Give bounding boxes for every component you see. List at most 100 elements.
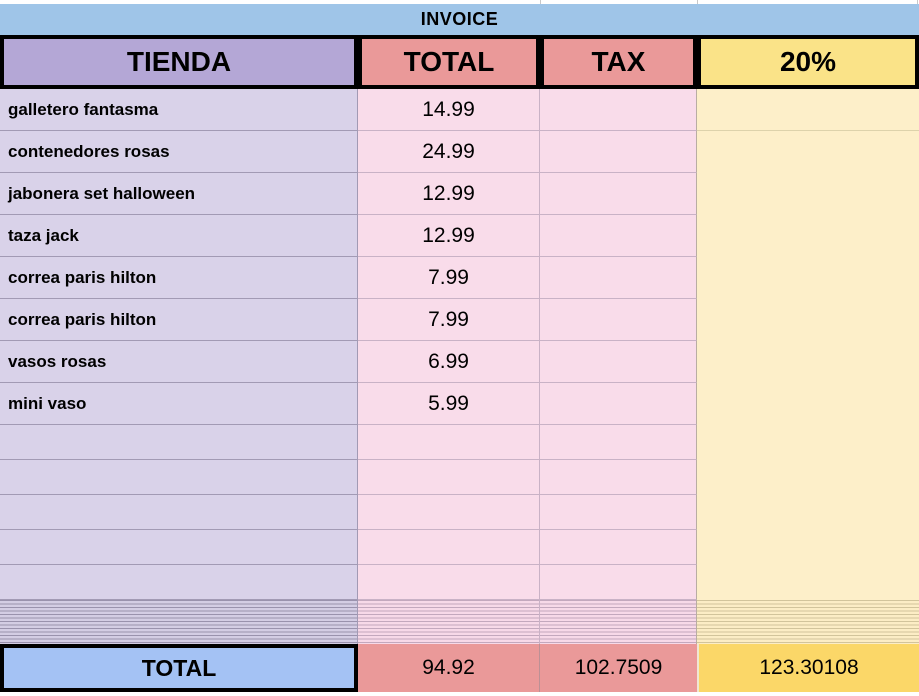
cell-pct[interactable] [697,425,919,460]
cell-tax[interactable] [540,215,697,257]
invoice-title: INVOICE [420,9,499,29]
table-row: mini vaso 5.99 [0,383,919,425]
collapsed-rows-zone [0,600,919,644]
invoice-title-cell[interactable]: INVOICE [0,4,919,35]
cell-tax[interactable] [540,341,697,383]
footer-total-value: 94.92 [422,656,475,679]
cell-pct[interactable] [697,383,919,425]
item-name: correa paris hilton [8,309,157,329]
cell-tax[interactable] [540,565,697,600]
collapsed-rows-pct[interactable] [697,600,919,644]
cell-total[interactable]: 12.99 [358,215,540,257]
header-cell-tienda[interactable]: TIENDA [0,35,358,89]
table-body: galletero fantasma 14.99 contenedores ro… [0,89,919,600]
header-label-tax: TAX [591,46,646,77]
total-value: 14.99 [422,97,475,121]
table-row [0,460,919,495]
cell-tax[interactable] [540,530,697,565]
table-row: vasos rosas 6.99 [0,341,919,383]
cell-pct[interactable] [697,530,919,565]
cell-total[interactable]: 14.99 [358,89,540,131]
footer-total-value-cell[interactable]: 94.92 [358,644,540,692]
cell-tienda[interactable]: jabonera set halloween [0,173,358,215]
table-row: jabonera set halloween 12.99 [0,173,919,215]
cell-pct[interactable] [697,257,919,299]
cell-pct[interactable] [697,299,919,341]
footer-tax-value: 102.7509 [574,656,663,679]
header-label-pct: 20% [779,46,837,77]
cell-tax[interactable] [540,383,697,425]
cell-total[interactable] [358,425,540,460]
cell-tienda[interactable]: contenedores rosas [0,131,358,173]
cell-tax[interactable] [540,299,697,341]
table-row [0,565,919,600]
cell-total[interactable] [358,565,540,600]
collapsed-rows-tax[interactable] [540,600,697,644]
cell-tax[interactable] [540,425,697,460]
cell-total[interactable] [358,495,540,530]
header-row: TIENDA TOTAL TAX 20% [0,35,919,89]
header-cell-pct[interactable]: 20% [697,35,919,89]
table-row: contenedores rosas 24.99 [0,131,919,173]
cell-total[interactable] [358,530,540,565]
cell-tienda[interactable] [0,460,358,495]
cell-total[interactable]: 24.99 [358,131,540,173]
cell-pct[interactable] [697,460,919,495]
total-value: 6.99 [428,349,469,373]
cell-pct[interactable] [697,495,919,530]
table-row: galletero fantasma 14.99 [0,89,919,131]
cell-tienda[interactable]: galletero fantasma [0,89,358,131]
cell-pct[interactable] [697,341,919,383]
cell-tienda[interactable] [0,425,358,460]
table-row: taza jack 12.99 [0,215,919,257]
cell-tax[interactable] [540,460,697,495]
footer-pct-value: 123.30108 [759,656,859,679]
cell-tienda[interactable] [0,565,358,600]
cell-total[interactable]: 7.99 [358,257,540,299]
total-value: 7.99 [428,265,469,289]
table-row: correa paris hilton 7.99 [0,299,919,341]
footer-row: TOTAL 94.92 102.7509 123.30108 [0,644,919,692]
header-label-tienda: TIENDA [126,46,232,77]
cell-pct[interactable] [697,565,919,600]
cell-tienda[interactable] [0,495,358,530]
top-gridline-strip [0,0,919,4]
collapsed-rows-total[interactable] [358,600,540,644]
footer-total-label-cell[interactable]: TOTAL [0,644,358,692]
cell-total[interactable]: 12.99 [358,173,540,215]
table-row [0,495,919,530]
footer-tax-value-cell[interactable]: 102.7509 [540,644,697,692]
item-name: mini vaso [8,393,87,413]
header-cell-tax[interactable]: TAX [540,35,697,89]
collapsed-rows-tienda[interactable] [0,600,358,644]
cell-total[interactable]: 5.99 [358,383,540,425]
item-name: taza jack [8,225,79,245]
cell-pct[interactable] [697,89,919,131]
header-cell-total[interactable]: TOTAL [358,35,540,89]
cell-pct[interactable] [697,173,919,215]
cell-tienda[interactable] [0,530,358,565]
cell-tienda[interactable]: correa paris hilton [0,299,358,341]
cell-pct[interactable] [697,131,919,173]
total-value: 7.99 [428,307,469,331]
footer-pct-value-cell[interactable]: 123.30108 [697,644,919,692]
cell-total[interactable]: 6.99 [358,341,540,383]
table-row [0,425,919,460]
cell-total[interactable]: 7.99 [358,299,540,341]
cell-tienda[interactable]: correa paris hilton [0,257,358,299]
cell-tax[interactable] [540,131,697,173]
cell-tax[interactable] [540,173,697,215]
cell-total[interactable] [358,460,540,495]
cell-tienda[interactable]: mini vaso [0,383,358,425]
cell-tienda[interactable]: vasos rosas [0,341,358,383]
cell-tax[interactable] [540,257,697,299]
header-label-total: TOTAL [403,46,495,77]
footer-total-label: TOTAL [141,654,217,681]
total-value: 12.99 [422,223,475,247]
cell-tax[interactable] [540,89,697,131]
bottom-strip [0,692,919,696]
cell-pct[interactable] [697,215,919,257]
cell-tienda[interactable]: taza jack [0,215,358,257]
cell-tax[interactable] [540,495,697,530]
